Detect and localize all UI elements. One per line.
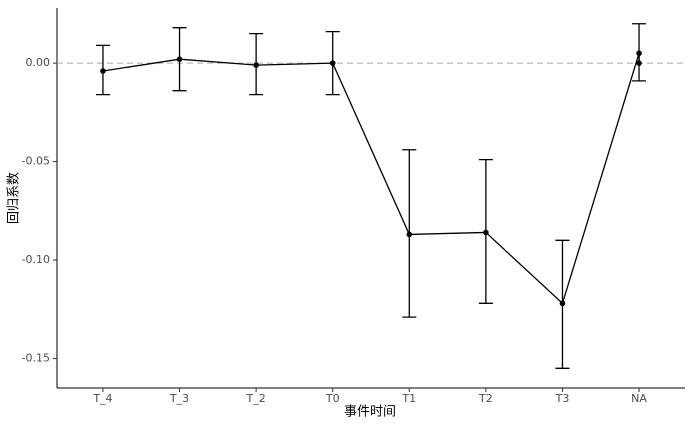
point xyxy=(329,60,336,66)
y-tick-label: 0.00 xyxy=(26,56,51,69)
x-tick-label: T1 xyxy=(401,392,416,405)
x-tick-label: T_4 xyxy=(92,392,112,405)
point xyxy=(253,62,259,68)
x-tick-label: T_2 xyxy=(246,392,266,405)
point xyxy=(636,60,642,66)
point xyxy=(636,50,642,57)
point xyxy=(483,229,489,236)
x-tick-label: T_3 xyxy=(169,392,189,405)
x-tick-label: NA xyxy=(631,392,647,405)
point xyxy=(176,56,183,62)
y-tick-label: -0.05 xyxy=(22,155,50,168)
x-axis-title: 事件时间 xyxy=(344,405,396,420)
x-tick-label: T3 xyxy=(555,392,570,405)
point xyxy=(559,300,566,307)
point xyxy=(406,231,413,238)
y-axis-title: 回归系数 xyxy=(7,172,22,224)
y-tick-label: -0.10 xyxy=(22,253,50,266)
y-tick-label: -0.15 xyxy=(22,351,50,364)
point xyxy=(100,68,106,74)
x-tick-label: T2 xyxy=(478,392,493,405)
x-tick-label: T0 xyxy=(325,392,340,405)
